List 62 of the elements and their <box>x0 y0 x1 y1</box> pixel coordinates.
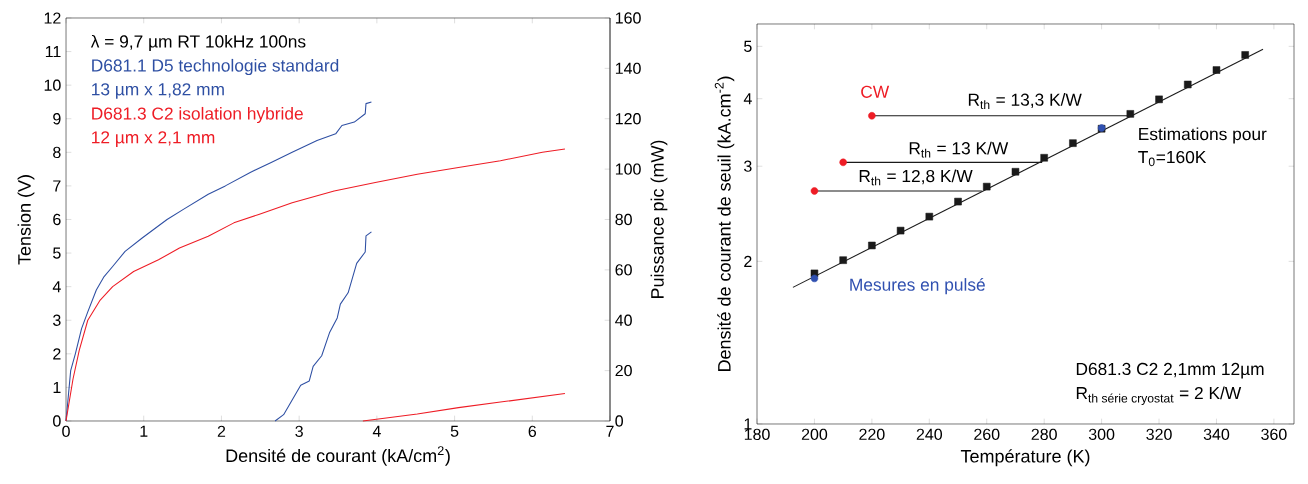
x-tick-label: 6 <box>528 425 537 438</box>
x-tick-label: 300 <box>1088 428 1115 441</box>
annotation: Estimations pour <box>1139 127 1267 144</box>
x-tick-label: 320 <box>1146 428 1172 441</box>
x-tick-label: 5 <box>450 425 459 437</box>
y2-tick-label: 60 <box>615 264 632 276</box>
annotation: Mesures en pulsé <box>850 277 985 295</box>
y-tick-label: 6 <box>53 213 61 226</box>
annotation: 13 µm x 1,82 mm <box>92 83 224 99</box>
y-tick-label: 9 <box>53 113 61 125</box>
y-tick-label: 12 <box>44 12 61 24</box>
annotation: R$_{th}$ = 12,8 K/W <box>859 169 973 186</box>
x-tick-label: 3 <box>295 425 303 438</box>
y-tick-label: 1 <box>53 381 61 393</box>
annotation: D681.3 C2 isolation hybride <box>92 106 303 124</box>
x-tick-label: 200 <box>801 428 828 441</box>
annotation: 12 µm x 2,1 mm <box>92 131 215 147</box>
x-tick-label: 260 <box>974 428 1000 441</box>
y-tick-label: 4 <box>743 93 752 105</box>
y-tick-label: 2 <box>744 255 752 267</box>
x-tick-label: 240 <box>916 428 943 441</box>
x-tick-label: 220 <box>859 428 885 441</box>
y-tick-label: 10 <box>44 79 61 91</box>
x-axis-title: Densité de courant (kA/cm$^{2}$) <box>226 446 450 466</box>
x-tick-label: 340 <box>1203 428 1230 441</box>
x-tick-label: 4 <box>372 425 381 437</box>
x-tick-label: 7 <box>606 425 614 437</box>
annotation: T$_{0}$=160K <box>1138 150 1207 167</box>
y2-tick-label: 120 <box>615 113 641 125</box>
y2-tick-label: 20 <box>615 364 632 377</box>
annotation: CW <box>861 85 890 98</box>
y2-tick-label: 140 <box>615 62 641 75</box>
y2-tick-label: 0 <box>615 415 623 427</box>
x-tick-label: 360 <box>1261 428 1287 441</box>
y-axis-title: Densité de courant de seuil (kA.cm$^{-2}$) <box>714 76 735 371</box>
x-tick-label: 280 <box>1031 428 1057 441</box>
y-tick-label: 11 <box>45 46 61 58</box>
y2-tick-label: 160 <box>615 12 641 24</box>
y-tick-label: 4 <box>52 281 61 293</box>
annotation: D681.3 C2 2,1mm 12µm <box>1076 362 1264 379</box>
y-tick-label: 5 <box>53 247 61 259</box>
x-tick-label: 2 <box>217 425 226 437</box>
annotation: R$_{th}$ = 13 K/W <box>909 141 1009 158</box>
y-axis-title: Tension (V) <box>17 175 35 265</box>
y-tick-label: 8 <box>53 146 61 158</box>
y-tick-label: 5 <box>744 40 752 52</box>
y-tick-label: 2 <box>53 348 61 360</box>
x-axis-title: Température (K) <box>960 449 1090 467</box>
y-tick-label: 3 <box>744 160 752 172</box>
y-tick-label: 3 <box>53 314 61 326</box>
x-tick-label: 1 <box>140 425 148 437</box>
y2-tick-label: 80 <box>615 213 632 226</box>
y2-tick-label: 40 <box>615 314 632 326</box>
annotation: λ = 9,7 µm RT 10kHz 100ns <box>90 34 306 52</box>
y2-tick-label: 100 <box>615 163 641 175</box>
annotation: R$_{th}$ = 13,3 K/W <box>968 93 1082 110</box>
y2-axis-title: Puissance pic (mW) <box>650 140 668 299</box>
x-tick-label: 0 <box>62 425 70 438</box>
y-tick-label: 7 <box>53 180 61 192</box>
annotation: D681.1 D5 technologie standard <box>92 58 339 76</box>
y-tick-label: 0 <box>53 415 61 427</box>
x-tick-label: 180 <box>744 428 770 441</box>
